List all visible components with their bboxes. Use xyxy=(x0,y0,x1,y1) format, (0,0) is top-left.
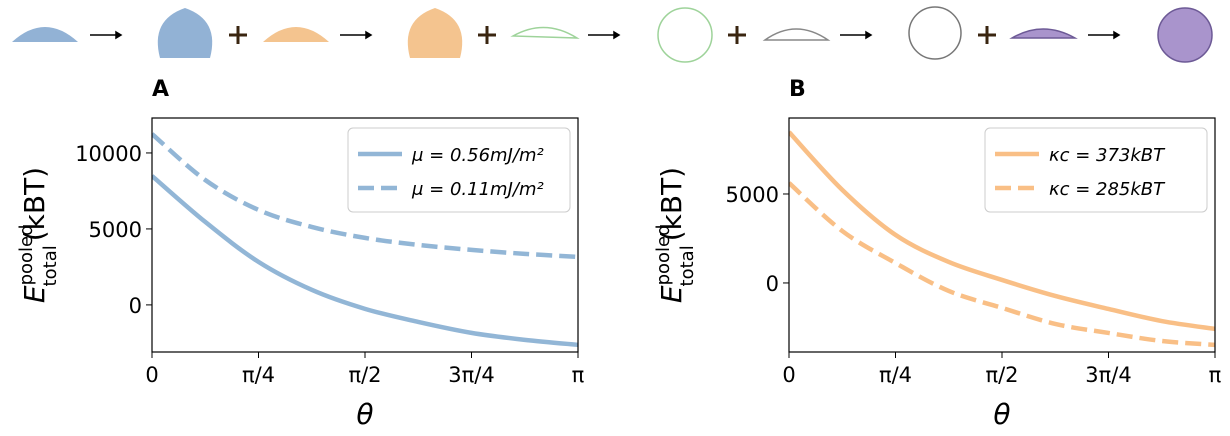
x-tick-label: π/2 xyxy=(348,363,381,387)
x-tick-label: π/2 xyxy=(985,363,1018,387)
y-label-symbol: E xyxy=(18,285,51,303)
cap xyxy=(1009,28,1078,39)
legend-box xyxy=(984,127,1208,213)
y-label-superscript: pooled xyxy=(653,224,674,285)
x-tick-label: 3π/4 xyxy=(448,363,494,387)
cap xyxy=(12,27,78,42)
x-tick-label: 3π/4 xyxy=(1085,363,1131,387)
schematic xyxy=(12,6,1213,63)
plus xyxy=(229,26,247,44)
sphere xyxy=(1157,7,1213,63)
x-tick-label: 0 xyxy=(782,363,795,387)
panel: B 0 π/4 π/2 3π/4 π 0 5000 θ Epooled total (kBT) κc =… xyxy=(653,77,1222,431)
y-tick-label: 5000 xyxy=(726,183,779,207)
y-label-symbol: E xyxy=(655,285,688,303)
sphere xyxy=(657,7,713,63)
x-tick-label: π xyxy=(572,363,585,387)
legend-box xyxy=(347,127,571,213)
y-tick-label: 0 xyxy=(129,294,142,318)
plus xyxy=(478,26,496,44)
y-label-subscript: total xyxy=(677,245,698,286)
cap xyxy=(510,26,580,39)
data-line xyxy=(789,130,1215,332)
data-line xyxy=(152,132,578,260)
x-tick-label: 0 xyxy=(145,363,158,387)
arrow xyxy=(340,30,373,40)
x-axis-label: θ xyxy=(993,398,1010,431)
cap xyxy=(762,28,831,41)
data-line xyxy=(789,181,1215,348)
x-tick-label: π/4 xyxy=(879,363,912,387)
arrow xyxy=(1088,30,1121,40)
y-label-unit: (kBT) xyxy=(655,167,688,241)
panel: A 0 π/4 π/2 3π/4 π 0 5000 10000 θ Epooled total (kBT… xyxy=(16,77,585,431)
y-axis-label: Epooled total (kBT) xyxy=(16,167,61,303)
legend-label: κc = 373kBT xyxy=(1049,145,1166,166)
sphere xyxy=(407,8,463,58)
legend-label: μ = 0.11mJ/m² xyxy=(411,179,544,200)
sphere xyxy=(908,6,962,60)
y-tick-label: 5000 xyxy=(89,218,142,242)
cap xyxy=(263,27,329,42)
y-label-superscript: pooled xyxy=(16,224,37,285)
plus xyxy=(978,26,996,44)
arrow xyxy=(588,30,621,40)
y-tick-label: 0 xyxy=(766,272,779,296)
x-tick-label: π/4 xyxy=(242,363,275,387)
y-label-unit: (kBT) xyxy=(18,167,51,241)
y-axis-label: Epooled total (kBT) xyxy=(653,167,698,303)
y-label-subscript: total xyxy=(40,245,61,286)
arrow xyxy=(840,30,873,40)
y-tick-label: 10000 xyxy=(75,142,142,166)
x-axis-label: θ xyxy=(356,398,373,431)
sphere xyxy=(157,8,213,58)
panel-label: B xyxy=(789,77,806,102)
legend-label: μ = 0.56mJ/m² xyxy=(411,145,544,166)
plus xyxy=(728,26,746,44)
data-line xyxy=(152,174,578,348)
arrow xyxy=(90,30,123,40)
legend-label: κc = 285kBT xyxy=(1049,179,1166,200)
x-tick-label: π xyxy=(1209,363,1222,387)
panel-label: A xyxy=(152,77,169,102)
